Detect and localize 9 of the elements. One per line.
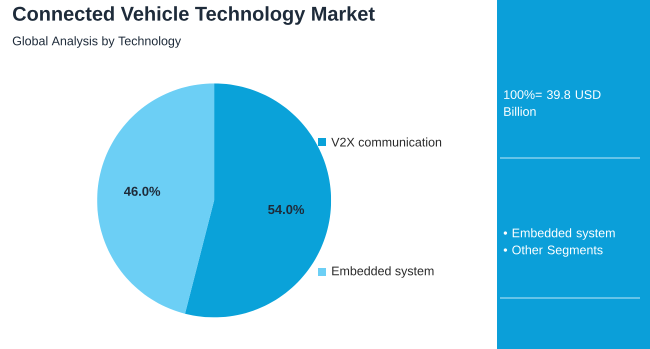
legend-label: Embedded system	[332, 266, 434, 278]
text: • Embedded system	[504, 228, 615, 240]
data-label: 46.0%	[124, 186, 160, 196]
legend-label: V2X communication	[331, 137, 442, 147]
text: 100%= 39.8 USD Billion	[504, 90, 601, 116]
chart-subtitle: Global Analysis by Technology	[12, 36, 182, 48]
data-label: 54.0%	[268, 204, 304, 214]
chart-title: Connected Vehicle Technology Market	[13, 6, 375, 25]
text: • Other Segments	[504, 245, 603, 257]
